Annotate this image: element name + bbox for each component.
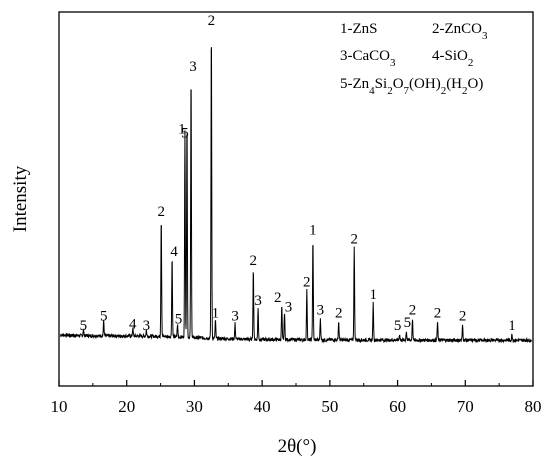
peak-label: 2 xyxy=(434,306,442,322)
peak-label: 3 xyxy=(317,302,325,318)
peak-label: 4 xyxy=(170,244,178,260)
legend-entry-2: 2-ZnCO3 xyxy=(432,21,488,42)
y-axis-label: Intensity xyxy=(10,165,31,232)
x-tick-label: 80 xyxy=(525,397,542,416)
peak-label: 2 xyxy=(274,290,282,306)
peak-label: 5 xyxy=(80,318,88,334)
xrd-pattern-line xyxy=(60,47,532,344)
legend-entry-5: 5-Zn4Si2O7(OH)2(H2O) xyxy=(340,76,483,97)
x-tick-label: 50 xyxy=(321,397,338,416)
legend-entry-4: 4-SiO2 xyxy=(432,48,473,69)
x-tick-label: 10 xyxy=(51,397,68,416)
peak-label: 5 xyxy=(394,318,402,334)
peak-label: 2 xyxy=(335,306,343,322)
x-tick-label: 70 xyxy=(457,397,474,416)
peak-label: 2 xyxy=(350,232,358,248)
peak-label: 1 xyxy=(178,122,186,138)
peak-label: 5 xyxy=(100,309,108,325)
peak-label: 2 xyxy=(250,253,258,269)
peak-label: 3 xyxy=(285,299,293,315)
peak-label: 3 xyxy=(189,59,197,75)
peak-label: 2 xyxy=(303,275,311,291)
x-axis-ticks: 10 20 30 40 50 60 70 80 xyxy=(51,380,542,416)
legend-entry-1: 1-ZnS xyxy=(340,21,378,37)
peak-label: 4 xyxy=(129,316,137,332)
peak-label: 1 xyxy=(369,287,377,303)
peak-label: 5 xyxy=(175,312,183,328)
peak-label: 3 xyxy=(231,309,239,325)
peak-label: 2 xyxy=(157,204,165,220)
legend-entry-3: 3-CaCO3 xyxy=(340,48,396,69)
peak-label: 3 xyxy=(143,318,151,334)
peak-label: 2 xyxy=(409,302,417,318)
legend: 1-ZnS 2-ZnCO3 3-CaCO3 4-SiO2 5-Zn4Si2O7(OH)2… xyxy=(340,21,488,97)
peak-label: 2 xyxy=(208,13,216,29)
peak-label: 3 xyxy=(254,293,262,309)
peak-label: 2 xyxy=(459,309,467,325)
x-axis-label: 2θ(°) xyxy=(278,436,317,457)
x-tick-label: 60 xyxy=(389,397,406,416)
x-tick-label: 40 xyxy=(254,397,271,416)
x-tick-label: 30 xyxy=(186,397,203,416)
peak-label: 1 xyxy=(212,306,220,322)
peak-label: 5 xyxy=(181,125,189,141)
peak-label: 1 xyxy=(508,318,516,334)
peak-label: 5 xyxy=(404,315,412,331)
peak-label: 1 xyxy=(309,222,317,238)
x-tick-label: 20 xyxy=(118,397,135,416)
